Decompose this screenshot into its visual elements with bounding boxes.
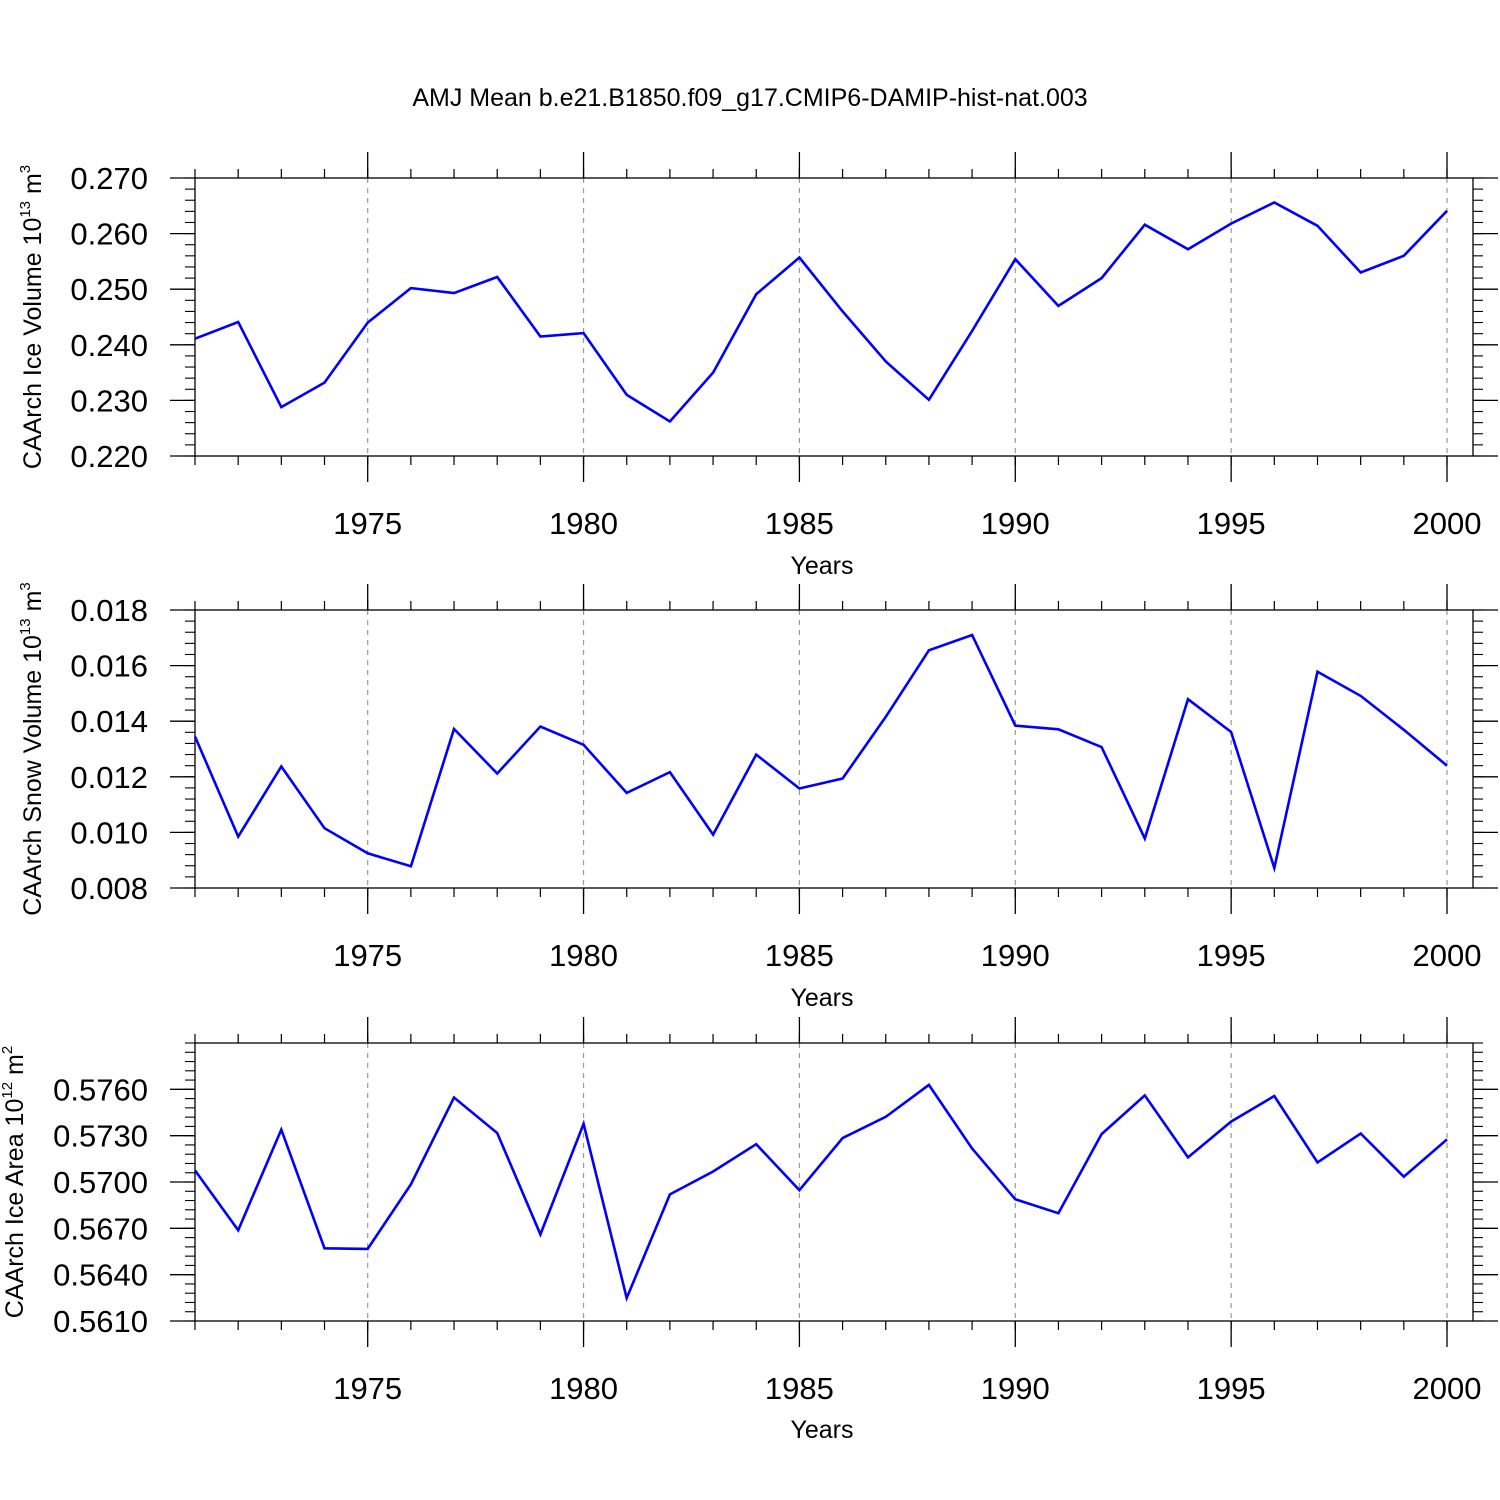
x-tick-label-1985: 1985: [765, 1371, 834, 1406]
panel-snow-volume: CAArch Snow Volume 1013 m3 Years 1975 198…: [17, 582, 1498, 1012]
xlabel-snow-volume: Years: [790, 984, 853, 1012]
plot-frame: [194, 609, 1474, 889]
x-tick-label-1980: 1980: [549, 938, 618, 973]
y-tick-label-0.270: 0.270: [70, 161, 148, 196]
y-tick-label-0.5670: 0.5670: [53, 1211, 148, 1246]
ylabel-snow-volume: CAArch Snow Volume 1013 m3: [17, 582, 47, 916]
x-tick-label-1980: 1980: [549, 1371, 618, 1406]
y-tick-label-0.230: 0.230: [70, 383, 148, 418]
panel-ice-area: CAArch Ice Area 1012 m2 Years 1975 1980 19…: [0, 1017, 1498, 1444]
y-tick-label-0.250: 0.250: [70, 272, 148, 307]
y-tick-label-0.5610: 0.5610: [53, 1304, 148, 1339]
x-tick-label-1975: 1975: [333, 938, 402, 973]
plot-frame: [194, 177, 1474, 457]
x-tick-label-1985: 1985: [765, 938, 834, 973]
x-tick-label-1990: 1990: [981, 1371, 1050, 1406]
x-tick-label-2000: 2000: [1413, 506, 1482, 541]
x-tick-label-1980: 1980: [549, 506, 618, 541]
ylabel-ice-area: CAArch Ice Area 1012 m2: [0, 1046, 29, 1318]
xlabel-ice-area: Years: [790, 1416, 853, 1444]
y-tick-label-0.016: 0.016: [70, 649, 148, 684]
y-tick-label-0.014: 0.014: [70, 704, 148, 739]
y-tick-label-0.012: 0.012: [70, 760, 148, 795]
x-tick-label-1975: 1975: [333, 1371, 402, 1406]
x-tick-label-1990: 1990: [981, 506, 1050, 541]
series-line: [193, 1083, 1448, 1303]
y-tick-label-0.5760: 0.5760: [53, 1072, 148, 1107]
series-line: [193, 633, 1448, 874]
x-tick-label-1990: 1990: [981, 938, 1050, 973]
plot-frame: [194, 1042, 1474, 1322]
series-line: [194, 201, 1448, 424]
ylabel-ice-volume: CAArch Ice Volume 1013 m3: [17, 165, 47, 469]
x-tick-label-1995: 1995: [1197, 1371, 1266, 1406]
y-tick-label-0.018: 0.018: [70, 593, 148, 628]
x-tick-label-2000: 2000: [1413, 1371, 1482, 1406]
y-tick-label-0.5700: 0.5700: [53, 1165, 148, 1200]
y-tick-label-0.5640: 0.5640: [53, 1258, 148, 1293]
y-tick-label-0.010: 0.010: [70, 815, 148, 850]
x-tick-label-2000: 2000: [1413, 938, 1482, 973]
x-tick-label-1995: 1995: [1197, 938, 1266, 973]
figure-title: AMJ Mean b.e21.B1850.f09_g17.CMIP6-DAMIP…: [412, 84, 1087, 112]
y-tick-label-0.220: 0.220: [70, 439, 148, 474]
y-tick-label-0.260: 0.260: [70, 217, 148, 252]
x-tick-label-1975: 1975: [333, 506, 402, 541]
panel-ice-volume: CAArch Ice Volume 1013 m3 Years 1975 1980…: [17, 152, 1498, 580]
x-tick-label-1985: 1985: [765, 506, 834, 541]
y-tick-label-0.5730: 0.5730: [53, 1119, 148, 1154]
y-tick-label-0.008: 0.008: [70, 871, 148, 906]
y-tick-label-0.240: 0.240: [70, 328, 148, 363]
xlabel-ice-volume: Years: [790, 552, 853, 580]
x-tick-label-1995: 1995: [1197, 506, 1266, 541]
